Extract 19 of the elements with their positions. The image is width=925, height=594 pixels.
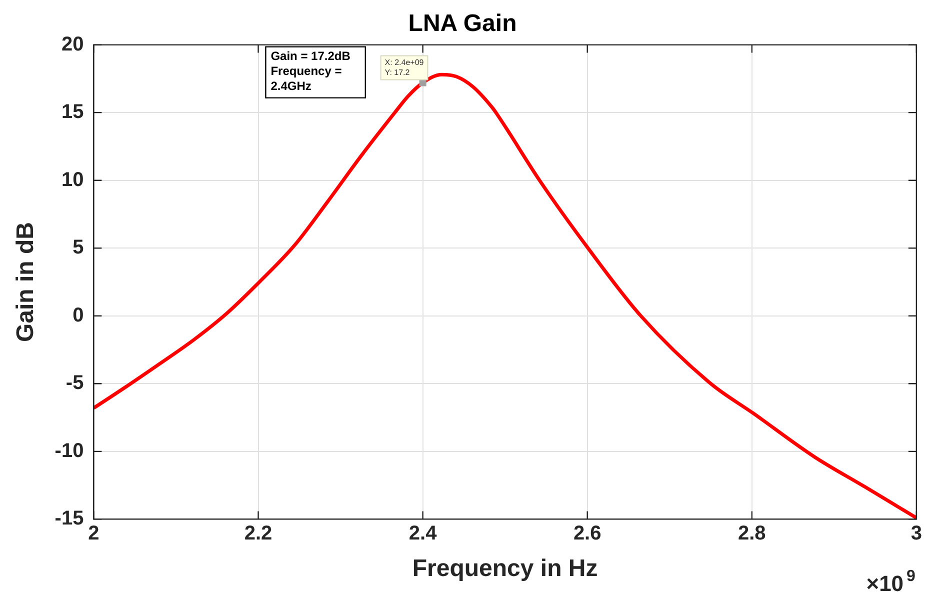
chart-title: LNA Gain <box>408 10 517 38</box>
y-tick-label: -10 <box>54 440 84 462</box>
annotation: X: 2.4e+09 Y: 17.2 <box>384 58 424 77</box>
y-axis-title: Gain in dB <box>12 222 40 342</box>
x-tick-label: 2.2 <box>244 522 272 545</box>
x-tick-label: 2.8 <box>738 522 766 545</box>
annotation: Gain = 17.2dB Frequency = 2.4GHz <box>270 49 351 94</box>
y-tick-label: -15 <box>54 508 84 530</box>
y-tick-label: 10 <box>61 168 84 191</box>
y-tick-label: 5 <box>72 236 84 259</box>
x-tick-label: 2.4 <box>408 522 438 545</box>
x-tick-label: 3 <box>910 522 922 545</box>
x-tick-label: 2 <box>88 522 100 545</box>
x-axis-title: Frequency in Hz <box>412 555 598 582</box>
y-tick-label: 0 <box>72 304 84 326</box>
y-tick-label: 15 <box>61 101 84 124</box>
y-tick-label: -5 <box>66 372 84 394</box>
y-tick-label: 20 <box>61 33 84 56</box>
x-tick-label: 2.6 <box>573 522 602 545</box>
